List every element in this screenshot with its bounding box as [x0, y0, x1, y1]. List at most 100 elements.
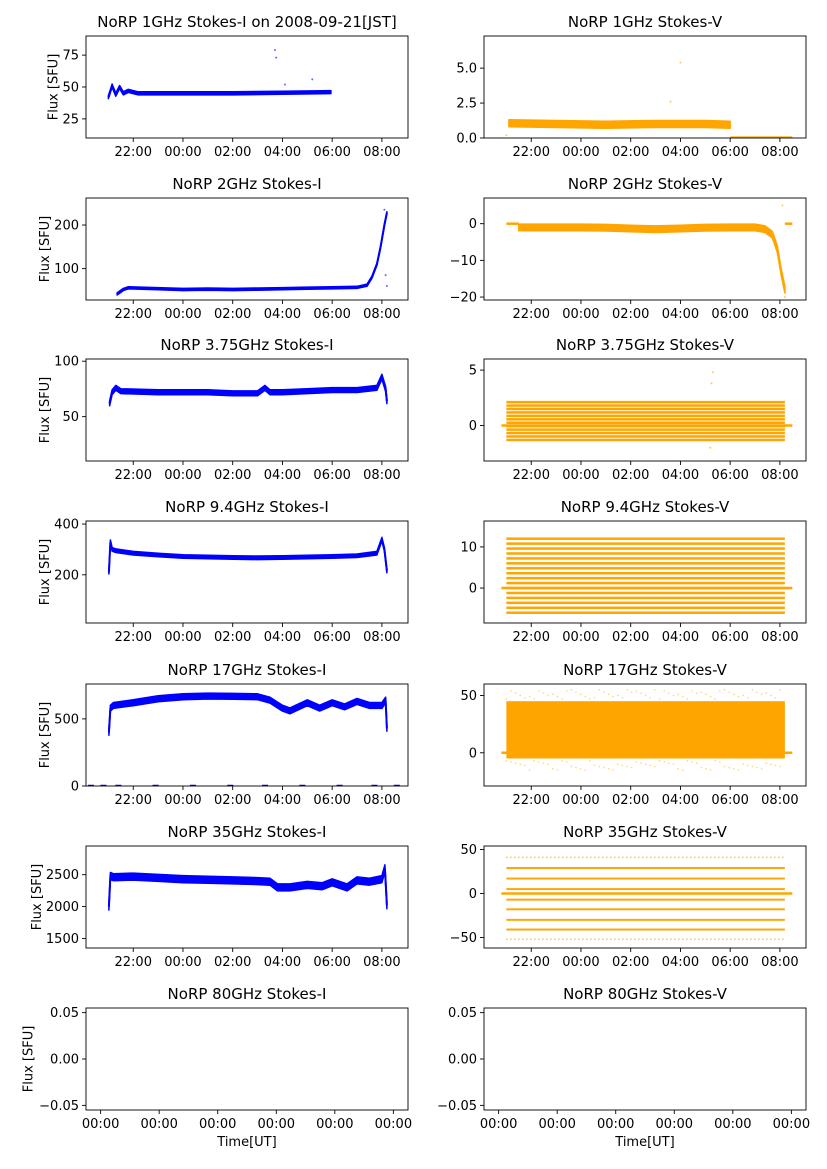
series-level	[506, 557, 785, 560]
scatter-point	[663, 761, 665, 763]
y-tick-label: 2500	[46, 868, 79, 883]
subplot-17ghz-i: 22:00 00:00 02:00 04:00 06:00 08:00 0 500 NoRP 1…	[38, 661, 409, 808]
y-tick-label: 75	[62, 49, 79, 64]
plot-area	[107, 535, 388, 575]
subplot-1ghz-i: 22:00 00:00 02:00 04:00 06:00 08:00 25 50 75 NoRP…	[46, 13, 409, 160]
x-tick-label: 02:00	[612, 468, 649, 483]
x-tick-label: 22:00	[513, 468, 550, 483]
series-level	[506, 411, 785, 414]
x-tick-label: 04:00	[264, 307, 301, 322]
scatter-point	[709, 695, 712, 698]
plot-area	[505, 61, 793, 138]
scatter-point	[649, 696, 652, 699]
scatter-point	[705, 768, 707, 770]
scatter-point	[593, 696, 596, 699]
x-tick-label: 00:00	[258, 1117, 295, 1132]
x-tick-label: 22:00	[115, 145, 152, 160]
scatter-point	[649, 764, 652, 767]
x-tick-label: 08:00	[363, 145, 400, 160]
scatter-point	[695, 762, 698, 764]
x-tick-label: 08:00	[363, 630, 400, 645]
y-tick-label: −50	[450, 931, 477, 946]
scatter-point	[533, 698, 536, 700]
scatter-point	[691, 761, 693, 763]
scatter-point	[570, 765, 573, 768]
y-tick-label: 0	[469, 887, 477, 902]
series-level	[506, 552, 785, 555]
axes-frame	[483, 683, 807, 787]
x-tick-label: 00:00	[199, 1117, 236, 1132]
plot-area	[501, 688, 793, 771]
outlier-point	[311, 78, 314, 81]
scatter-point	[519, 694, 522, 697]
x-tick-label: 02:00	[612, 793, 649, 808]
outlier-point	[385, 285, 388, 288]
series-level	[506, 596, 785, 600]
scatter-point	[519, 763, 522, 766]
y-tick-label: 200	[54, 219, 79, 234]
x-tick-label: 00:00	[164, 955, 201, 970]
scatter-point	[542, 692, 545, 694]
scatter-point	[733, 768, 735, 770]
scatter-point	[672, 694, 675, 697]
scatter-point	[681, 769, 684, 771]
x-tick-label: 02:00	[214, 630, 251, 645]
scatter-point	[538, 690, 540, 692]
scatter-point	[728, 766, 730, 769]
series-level	[506, 542, 785, 545]
scatter-point	[528, 695, 531, 698]
x-tick-label: 00:00	[562, 307, 599, 322]
x-tick-label: 08:00	[363, 955, 400, 970]
series-level	[506, 601, 785, 605]
series-level	[506, 407, 785, 411]
series-line	[108, 373, 388, 404]
scatter-point	[668, 762, 670, 764]
x-tick-label: 04:00	[264, 793, 301, 808]
scatter-point	[756, 766, 758, 769]
plot-area	[501, 371, 793, 449]
scatter-point	[774, 696, 777, 699]
series-level	[506, 898, 785, 901]
y-tick-label: 50	[460, 689, 477, 704]
y-tick-label: −20	[450, 291, 477, 306]
subplot-title: NoRP 35GHz Stokes-I	[168, 823, 327, 841]
scatter-point	[505, 759, 508, 762]
series-level	[506, 918, 785, 921]
scatter-point	[654, 765, 656, 768]
series-level	[506, 435, 785, 438]
x-tick-label: 22:00	[513, 955, 550, 970]
scatter-point	[672, 763, 675, 766]
y-tick-label: 0	[469, 419, 477, 434]
scatter-point	[547, 763, 549, 766]
subplot-375ghz-i: 22:00 00:00 02:00 04:00 06:00 08:00 50 100 NoRP …	[38, 336, 409, 483]
axes-frame	[483, 1007, 807, 1111]
x-tick-label: 00:00	[375, 1117, 412, 1132]
series-line	[107, 535, 388, 573]
y-axis-label: Flux [SFU]	[38, 702, 53, 769]
scatter-point	[770, 694, 772, 697]
scatter-point	[746, 764, 749, 767]
scatter-point	[630, 766, 633, 769]
scatter-point	[621, 764, 624, 767]
scatter-point	[760, 693, 763, 696]
scatter-point	[635, 761, 638, 763]
scatter-point	[686, 698, 689, 700]
scatter-point	[538, 761, 540, 763]
scatter-point	[561, 698, 563, 700]
x-tick-label: 08:00	[761, 468, 798, 483]
scatter-point	[593, 764, 596, 767]
scatter-point	[579, 693, 582, 696]
series-level	[506, 431, 785, 435]
x-tick-label: 06:00	[711, 468, 748, 483]
scatter-point	[598, 765, 601, 768]
scatter-point	[677, 693, 679, 696]
scatter-point	[589, 759, 591, 762]
y-tick-label: 5.0	[456, 62, 477, 77]
x-tick-label: 02:00	[214, 468, 251, 483]
subplot-375ghz-v: 22:00 00:00 02:00 04:00 06:00 08:00 0 5 NoRP 3.7…	[469, 336, 807, 483]
series-band	[107, 83, 332, 100]
x-tick-label: 22:00	[115, 793, 152, 808]
series-level	[506, 567, 785, 570]
x-tick-label: 06:00	[313, 145, 350, 160]
scatter-point	[565, 761, 568, 763]
